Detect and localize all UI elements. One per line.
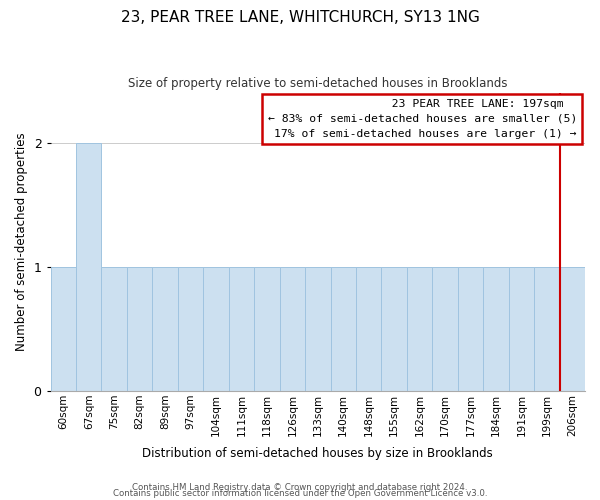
Text: Contains public sector information licensed under the Open Government Licence v3: Contains public sector information licen…: [113, 490, 487, 498]
Bar: [50, 267, 76, 391]
Text: Contains HM Land Registry data © Crown copyright and database right 2024.: Contains HM Land Registry data © Crown c…: [132, 484, 468, 492]
Bar: [407, 267, 433, 391]
Bar: [382, 267, 407, 391]
Bar: [76, 142, 101, 391]
Bar: [280, 267, 305, 391]
Bar: [254, 267, 280, 391]
Bar: [560, 267, 585, 391]
Bar: [178, 267, 203, 391]
Bar: [203, 267, 229, 391]
Bar: [483, 267, 509, 391]
X-axis label: Distribution of semi-detached houses by size in Brooklands: Distribution of semi-detached houses by …: [142, 447, 493, 460]
Y-axis label: Number of semi-detached properties: Number of semi-detached properties: [15, 132, 28, 352]
Bar: [356, 267, 382, 391]
Bar: [127, 267, 152, 391]
Bar: [152, 267, 178, 391]
Bar: [509, 267, 534, 391]
Bar: [229, 267, 254, 391]
Bar: [305, 267, 331, 391]
Bar: [433, 267, 458, 391]
Bar: [534, 267, 560, 391]
Text: 23 PEAR TREE LANE: 197sqm  
← 83% of semi-detached houses are smaller (5)
17% of: 23 PEAR TREE LANE: 197sqm ← 83% of semi-…: [268, 99, 577, 138]
Title: Size of property relative to semi-detached houses in Brooklands: Size of property relative to semi-detach…: [128, 78, 508, 90]
Bar: [101, 267, 127, 391]
Text: 23, PEAR TREE LANE, WHITCHURCH, SY13 1NG: 23, PEAR TREE LANE, WHITCHURCH, SY13 1NG: [121, 10, 479, 25]
Bar: [458, 267, 483, 391]
Bar: [331, 267, 356, 391]
